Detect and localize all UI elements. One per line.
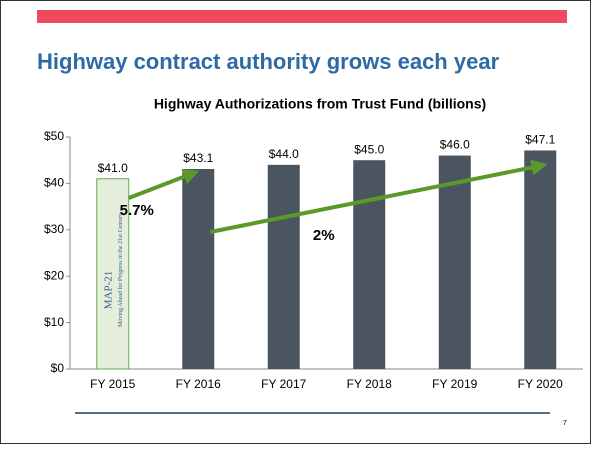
header-bar: [37, 10, 567, 23]
x-tick-label: FY 2015: [90, 377, 135, 391]
x-tick-label: FY 2020: [518, 377, 563, 391]
y-tick-label: $10: [44, 315, 64, 329]
value-label: $47.1: [525, 133, 555, 147]
slide-title: Highway contract authority grows each ye…: [37, 49, 500, 74]
x-tick-label: FY 2016: [176, 377, 221, 391]
annotation: MAP-21: [102, 271, 114, 310]
annotation: 5.7%: [120, 202, 154, 219]
value-label: $41.0: [98, 161, 128, 175]
bar: [353, 160, 386, 369]
bar: [524, 150, 557, 369]
y-tick-label: $50: [44, 129, 64, 143]
y-tick-label: $30: [44, 222, 64, 236]
y-tick-label: $40: [44, 176, 64, 190]
annotation: Moving Ahead for Progress in the 21st Ce…: [117, 213, 124, 327]
growth-arrow: [128, 169, 200, 200]
x-tick-label: FY 2017: [261, 377, 306, 391]
bar: [438, 155, 471, 369]
page-number: 7: [563, 420, 567, 427]
bar: [267, 164, 300, 369]
y-tick-label: $20: [44, 268, 64, 282]
annotation: 2%: [313, 227, 335, 244]
value-label: $46.0: [440, 138, 470, 152]
value-label: $44.0: [269, 147, 299, 161]
x-tick-label: FY 2019: [432, 377, 477, 391]
value-label: $45.0: [354, 142, 384, 156]
bar: [96, 178, 130, 370]
value-label: $43.1: [183, 151, 213, 165]
chart-title: Highway Authorizations from Trust Fund (…: [154, 96, 486, 112]
growth-arrow: [209, 159, 548, 234]
x-tick-label: FY 2018: [347, 377, 392, 391]
bar: [182, 169, 215, 369]
y-tick-label: $0: [51, 361, 65, 375]
